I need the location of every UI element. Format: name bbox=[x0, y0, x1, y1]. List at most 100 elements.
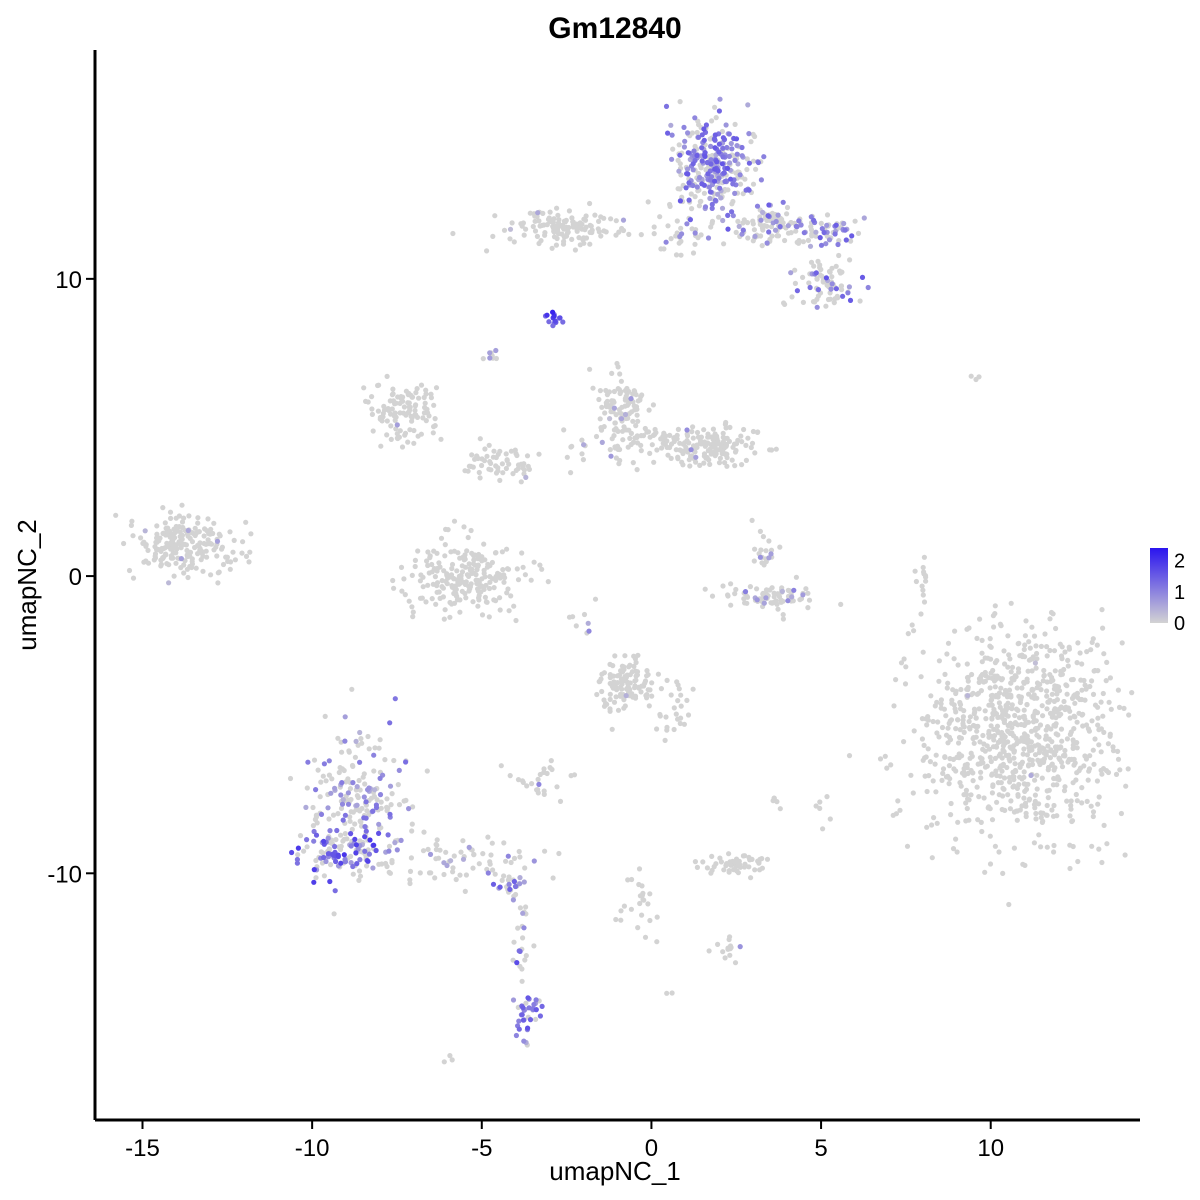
cell-point bbox=[646, 407, 652, 413]
cell-point bbox=[1038, 844, 1044, 850]
cell-point bbox=[748, 875, 754, 881]
cell-point bbox=[676, 168, 682, 174]
cell-point bbox=[410, 614, 416, 620]
cell-point bbox=[865, 284, 871, 291]
cell-point bbox=[563, 233, 570, 239]
cell-point bbox=[733, 136, 740, 142]
cell-point bbox=[1009, 725, 1015, 731]
cell-point bbox=[1018, 694, 1024, 700]
cell-point bbox=[587, 241, 593, 247]
cell-point bbox=[511, 855, 518, 862]
cell-point bbox=[800, 239, 807, 245]
cell-point bbox=[987, 685, 993, 691]
cell-point bbox=[463, 579, 469, 585]
cell-point bbox=[477, 475, 483, 481]
cell-point bbox=[384, 796, 390, 802]
cell-point bbox=[407, 427, 413, 433]
cell-point bbox=[597, 388, 604, 394]
cell-point bbox=[989, 697, 995, 703]
cell-point bbox=[814, 304, 820, 310]
cell-point bbox=[449, 1057, 455, 1063]
cell-point bbox=[785, 598, 791, 604]
cell-point bbox=[696, 203, 703, 209]
cell-point bbox=[611, 699, 618, 705]
cell-point bbox=[432, 574, 438, 580]
legend-label: 0 bbox=[1174, 613, 1185, 635]
cell-point bbox=[1059, 764, 1066, 770]
cell-point bbox=[483, 582, 489, 588]
cell-point bbox=[520, 564, 526, 570]
cell-point bbox=[451, 853, 457, 859]
cell-point bbox=[676, 686, 682, 692]
cell-point bbox=[745, 235, 751, 241]
cell-point bbox=[423, 599, 429, 605]
cell-point bbox=[999, 729, 1005, 736]
cell-point bbox=[476, 469, 482, 476]
cell-point bbox=[805, 605, 811, 611]
cell-point bbox=[694, 864, 701, 871]
cell-point bbox=[833, 263, 839, 269]
cell-point bbox=[738, 433, 744, 439]
cell-point bbox=[784, 211, 790, 217]
cell-point bbox=[733, 170, 739, 176]
cell-point bbox=[406, 598, 412, 604]
cell-point bbox=[1034, 772, 1040, 778]
cell-point bbox=[632, 656, 639, 662]
cell-point bbox=[511, 239, 517, 245]
cell-point bbox=[683, 185, 689, 191]
cell-point bbox=[555, 220, 562, 226]
cell-point bbox=[345, 790, 351, 796]
cell-point bbox=[716, 149, 722, 155]
cell-point bbox=[657, 711, 663, 718]
cell-point bbox=[295, 845, 301, 851]
cell-point bbox=[1101, 822, 1107, 829]
cell-point bbox=[197, 540, 203, 546]
cell-point bbox=[1021, 781, 1027, 787]
cell-point bbox=[384, 432, 390, 438]
cell-point bbox=[338, 805, 345, 812]
cell-point bbox=[158, 547, 164, 554]
cell-point bbox=[1035, 757, 1041, 763]
cell-point bbox=[370, 865, 376, 871]
cell-point bbox=[521, 879, 527, 885]
cell-point bbox=[304, 844, 310, 850]
cell-point bbox=[636, 866, 643, 872]
cell-point bbox=[1023, 786, 1030, 793]
cell-point bbox=[586, 628, 592, 634]
cell-point bbox=[663, 714, 669, 720]
cell-point bbox=[388, 436, 394, 442]
cell-point bbox=[346, 749, 352, 755]
cell-point bbox=[794, 288, 801, 294]
cell-point bbox=[740, 191, 746, 197]
cell-point bbox=[734, 868, 740, 874]
cell-point bbox=[1033, 665, 1039, 671]
cell-point bbox=[679, 448, 685, 454]
cell-point bbox=[944, 685, 950, 691]
cell-point bbox=[814, 276, 820, 282]
cell-point bbox=[532, 228, 539, 234]
cell-point bbox=[491, 585, 497, 591]
cell-point bbox=[1089, 843, 1095, 849]
cell-point bbox=[545, 579, 551, 585]
cell-point bbox=[415, 548, 421, 554]
cell-point bbox=[201, 533, 207, 539]
cell-point bbox=[129, 518, 135, 524]
cell-point bbox=[350, 780, 356, 786]
cell-point bbox=[366, 746, 372, 752]
cell-point bbox=[479, 462, 485, 469]
cell-point bbox=[771, 590, 777, 596]
cell-point bbox=[409, 828, 415, 834]
cell-point bbox=[956, 740, 962, 746]
cell-point bbox=[304, 785, 310, 791]
cell-point bbox=[627, 687, 633, 693]
cell-point bbox=[963, 818, 969, 824]
cell-point bbox=[519, 550, 525, 556]
cell-point bbox=[924, 722, 930, 728]
cell-point bbox=[524, 453, 531, 459]
cell-point bbox=[956, 734, 963, 741]
cell-point bbox=[1045, 767, 1051, 773]
cell-point bbox=[506, 881, 512, 888]
cell-point bbox=[649, 442, 655, 448]
cell-point bbox=[389, 392, 395, 398]
cell-point bbox=[744, 600, 750, 606]
